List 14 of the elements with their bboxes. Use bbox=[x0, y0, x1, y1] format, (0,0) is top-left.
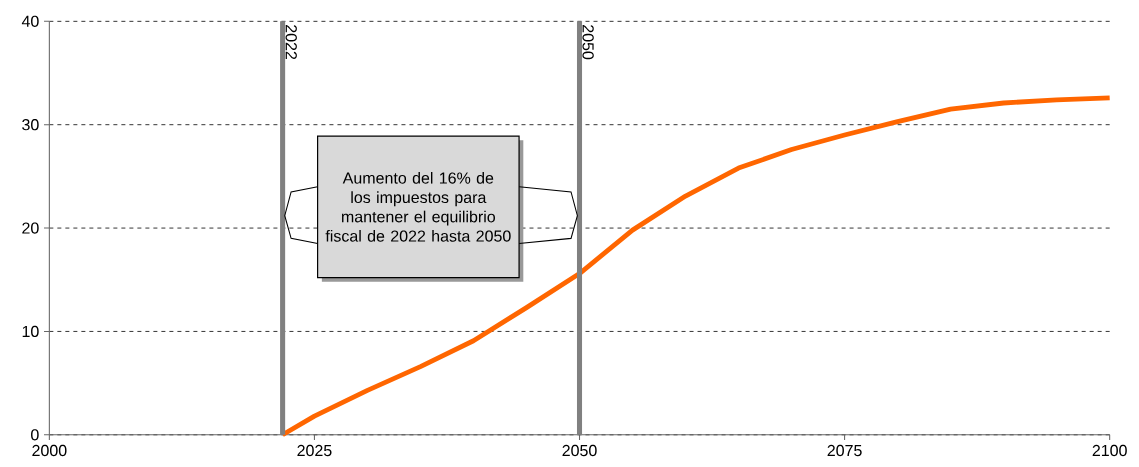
ref-line-label: 2050 bbox=[582, 25, 594, 60]
x-tick-label: 2050 bbox=[562, 444, 597, 457]
y-tick-label: 30 bbox=[22, 119, 39, 131]
y-tick-label: 0 bbox=[31, 429, 39, 441]
x-tick-label: 2100 bbox=[1092, 444, 1127, 457]
x-tick-label: 2025 bbox=[297, 444, 332, 457]
line-series bbox=[280, 95, 1113, 438]
annotation: Aumento del 16% de los impuestos para mantener el equilibrio fiscal de 2022 hasta 2050 bbox=[325, 172, 511, 242]
y-tick-label: 10 bbox=[22, 325, 39, 338]
ref-line-label: 2022 bbox=[285, 25, 297, 60]
y-tick-label: 40 bbox=[21, 15, 39, 28]
x-tick-label: 2075 bbox=[827, 444, 862, 457]
x-tick-label: 2000 bbox=[32, 444, 67, 457]
y-tick-label: 20 bbox=[22, 222, 39, 234]
